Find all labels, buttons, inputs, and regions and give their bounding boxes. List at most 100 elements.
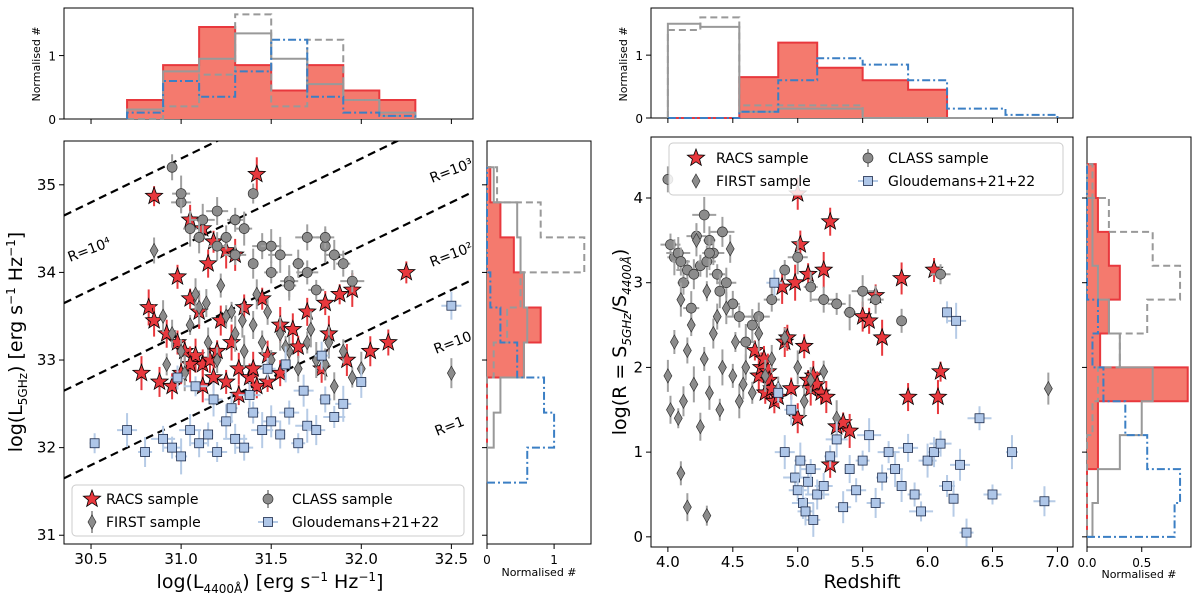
series-class-sample bbox=[660, 166, 951, 360]
diamond-point bbox=[191, 286, 200, 303]
right-top-hist-bars bbox=[666, 16, 1059, 123]
diamond-point bbox=[702, 283, 712, 299]
right-main-frame bbox=[650, 136, 1074, 548]
star-point bbox=[131, 363, 152, 382]
circle-point bbox=[211, 205, 223, 217]
diamond-point bbox=[747, 385, 757, 401]
hist-gloudemans-21-22 bbox=[126, 38, 417, 119]
right-right-x-label: Normalised # bbox=[1101, 568, 1176, 581]
legend-square-marker bbox=[863, 176, 873, 186]
diamond-point bbox=[216, 277, 226, 294]
left-top-y-label: Normalised # bbox=[30, 26, 43, 101]
square-point bbox=[221, 416, 232, 427]
right-legend-markers bbox=[686, 147, 878, 189]
diamond-point bbox=[1043, 380, 1053, 397]
diamond-point bbox=[679, 393, 688, 410]
square-point bbox=[311, 425, 322, 436]
diamond-point bbox=[686, 317, 696, 333]
left-y-ticks: 31 32 33 34 35 bbox=[37, 176, 64, 544]
circle-point bbox=[665, 239, 676, 250]
square-point bbox=[805, 464, 816, 474]
star-point bbox=[794, 336, 814, 355]
square-point bbox=[338, 398, 349, 409]
square-point bbox=[961, 527, 972, 538]
diamond-point bbox=[734, 393, 744, 410]
circle-point bbox=[746, 319, 758, 331]
star-point bbox=[149, 371, 170, 391]
square-point bbox=[792, 485, 803, 496]
square-point bbox=[825, 451, 836, 462]
diamond-point bbox=[682, 499, 692, 515]
circle-point bbox=[857, 285, 868, 297]
ratio-line bbox=[64, 141, 400, 305]
circle-point bbox=[301, 267, 313, 278]
square-point bbox=[320, 394, 331, 405]
star-point bbox=[216, 371, 236, 391]
diamond-point bbox=[721, 300, 731, 316]
star-point bbox=[297, 301, 317, 321]
star-point bbox=[790, 234, 810, 253]
star-point bbox=[330, 284, 350, 303]
star-point bbox=[781, 378, 801, 397]
x-tick-label: 1 bbox=[550, 553, 558, 567]
star-point bbox=[203, 367, 224, 386]
square-point bbox=[909, 489, 920, 500]
right-scatter-points bbox=[660, 166, 1056, 547]
ratio-line bbox=[64, 190, 473, 392]
square-point bbox=[831, 434, 842, 445]
square-point bbox=[176, 451, 187, 462]
hist-class-sample bbox=[1086, 163, 1182, 537]
series-first-sample bbox=[663, 224, 1053, 526]
diamond-point bbox=[237, 312, 247, 329]
square-point bbox=[773, 387, 784, 398]
series-gloudemans-21-22 bbox=[766, 269, 1056, 547]
square-point bbox=[293, 438, 304, 449]
right-top-y-ticks: 01 bbox=[635, 49, 651, 126]
diamond-point bbox=[176, 343, 186, 359]
series-gloudemans-21-22 bbox=[89, 291, 462, 475]
square-point bbox=[244, 390, 255, 400]
x-tick-label: 6.5 bbox=[981, 553, 1005, 571]
square-point bbox=[275, 429, 286, 440]
diamond-point bbox=[708, 325, 718, 342]
square-point bbox=[194, 438, 205, 449]
square-point bbox=[302, 420, 313, 431]
diamond-point bbox=[793, 359, 803, 376]
diamond-point bbox=[695, 419, 705, 435]
diamond-point bbox=[293, 361, 303, 377]
star-point bbox=[814, 259, 834, 279]
x-tick-label: 5.5 bbox=[851, 553, 875, 571]
square-point bbox=[257, 425, 268, 436]
y-tick-label: 3 bbox=[633, 274, 643, 292]
hist-gloudemans-21-22 bbox=[486, 167, 556, 484]
square-point bbox=[877, 472, 888, 483]
left-legend-markers bbox=[82, 488, 278, 533]
left-legend: RACS sample FIRST sample CLASS sample Gl… bbox=[71, 484, 465, 537]
star-point bbox=[840, 420, 860, 440]
square-point bbox=[185, 425, 196, 436]
legend-square-marker bbox=[263, 517, 273, 527]
legend-first: FIRST sample bbox=[106, 515, 201, 531]
y-tick-label: 1 bbox=[635, 49, 643, 63]
circle-point bbox=[197, 214, 209, 226]
diamond-point bbox=[754, 325, 764, 342]
series-class-sample bbox=[166, 154, 365, 301]
circle-point bbox=[717, 226, 728, 238]
circle-point bbox=[265, 240, 277, 252]
diamond-point bbox=[203, 334, 213, 351]
circle-point bbox=[274, 249, 286, 261]
legend-gloudemans: Gloudemans+21+22 bbox=[292, 515, 439, 531]
diamond-point bbox=[676, 291, 686, 308]
y-tick-label: 1 bbox=[48, 50, 56, 64]
square-point bbox=[280, 359, 291, 370]
x-tick-label: 0.5 bbox=[1132, 556, 1151, 570]
square-point bbox=[942, 307, 952, 318]
square-point bbox=[955, 459, 965, 470]
diamond-point bbox=[715, 402, 725, 418]
hist-class-sample bbox=[127, 13, 417, 120]
circle-point bbox=[870, 294, 881, 305]
star-point bbox=[898, 386, 918, 406]
x-tick-label: 32.0 bbox=[345, 550, 378, 568]
left-top-y-ticks: 01 bbox=[48, 50, 64, 127]
